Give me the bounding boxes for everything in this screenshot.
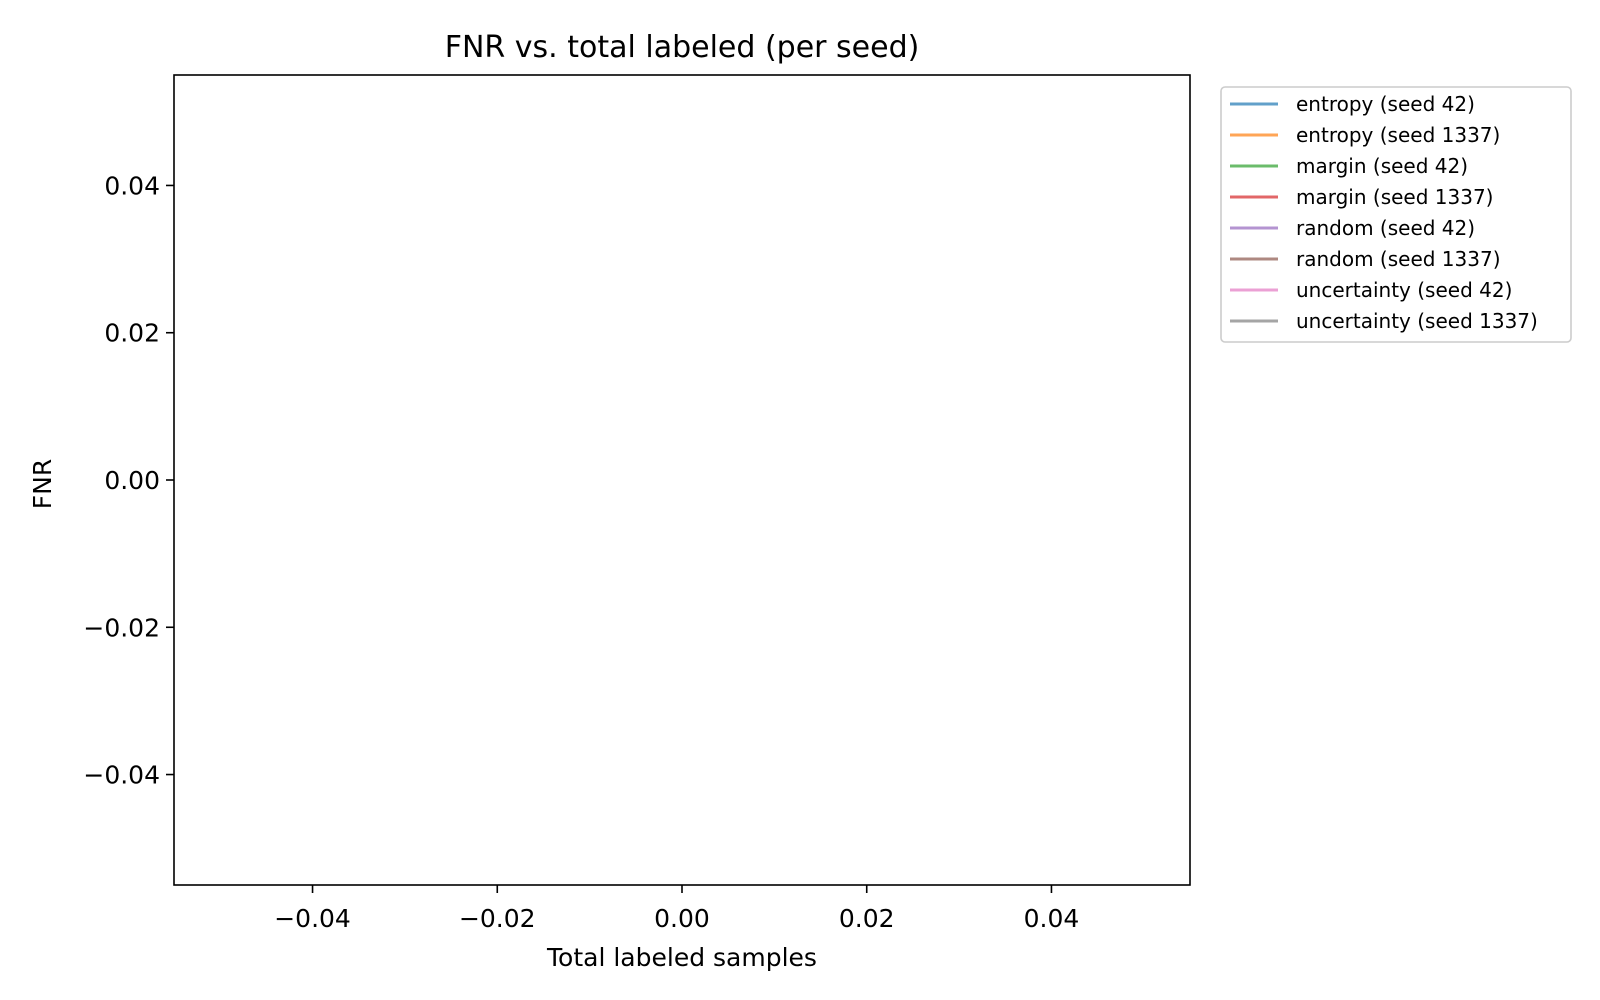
legend-frame bbox=[1220, 86, 1572, 343]
legend-entry: entropy (seed 42) bbox=[1296, 92, 1475, 116]
x-axis-label: Total labeled samples bbox=[546, 943, 817, 972]
x-tick-label: 0.04 bbox=[1024, 904, 1080, 933]
legend-entry: margin (seed 42) bbox=[1296, 154, 1468, 178]
legend-entry: uncertainty (seed 1337) bbox=[1296, 309, 1538, 333]
x-axis-ticks: −0.04 −0.02 0.00 0.02 0.04 bbox=[274, 885, 1079, 933]
y-tick-label: −0.04 bbox=[83, 761, 160, 790]
legend-items: entropy (seed 42) entropy (seed 1337) marg… bbox=[1230, 92, 1538, 333]
x-tick-label: 0.00 bbox=[654, 904, 710, 933]
legend-entry: random (seed 1337) bbox=[1296, 247, 1501, 271]
legend-entry: margin (seed 1337) bbox=[1296, 185, 1493, 209]
chart-title: FNR vs. total labeled (per seed) bbox=[445, 30, 920, 65]
y-tick-label: 0.00 bbox=[104, 466, 160, 495]
y-tick-label: 0.02 bbox=[104, 319, 160, 348]
y-axis-ticks: −0.04 −0.02 0.00 0.02 0.04 bbox=[83, 171, 174, 790]
y-tick-label: −0.02 bbox=[83, 613, 160, 642]
legend-entry: entropy (seed 1337) bbox=[1296, 123, 1500, 147]
x-tick-label: 0.02 bbox=[839, 904, 895, 933]
y-tick-label: 0.04 bbox=[104, 171, 160, 200]
legend-entry: uncertainty (seed 42) bbox=[1296, 278, 1512, 302]
x-tick-label: −0.02 bbox=[459, 904, 536, 933]
y-axis-label: FNR bbox=[28, 459, 57, 509]
legend-entry: random (seed 42) bbox=[1296, 216, 1475, 240]
x-tick-label: −0.04 bbox=[274, 904, 351, 933]
legend: entropy (seed 42) entropy (seed 1337) marg… bbox=[1220, 86, 1572, 343]
